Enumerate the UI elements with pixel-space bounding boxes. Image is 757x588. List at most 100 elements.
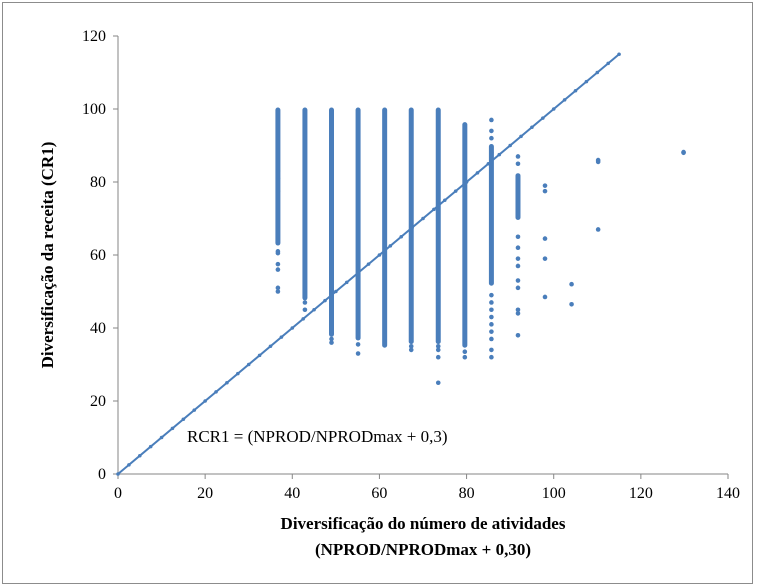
data-point	[275, 285, 281, 291]
line-point	[595, 70, 600, 75]
data-point	[408, 343, 414, 349]
data-point	[275, 188, 281, 194]
data-point	[515, 311, 521, 316]
data-point	[515, 154, 521, 159]
data-point	[542, 256, 548, 261]
data-point	[489, 314, 494, 320]
dense-point-column	[408, 107, 414, 345]
data-point	[329, 336, 334, 342]
line-point	[290, 326, 295, 330]
y-tick-label: 100	[82, 101, 106, 118]
data-point	[435, 347, 441, 353]
line-point	[388, 244, 393, 248]
x-tick-label: 140	[716, 485, 740, 502]
data-point	[435, 354, 441, 360]
line-point	[432, 207, 436, 212]
line-point	[344, 280, 349, 285]
labels: RCR1 = (NPROD/NPRODmax + 0,3) Diversific…	[38, 142, 566, 559]
data-point	[489, 322, 494, 327]
line-point	[312, 307, 316, 312]
line-point	[442, 198, 447, 203]
y-tick-label: 20	[90, 393, 106, 410]
x-tick-label: 60	[371, 485, 387, 502]
data-point	[489, 354, 494, 360]
data-point	[515, 263, 521, 269]
line-point	[137, 453, 142, 458]
line-point	[116, 472, 120, 476]
y-tick-label: 80	[90, 174, 106, 191]
x-tick-label: 100	[542, 485, 566, 502]
dense-point-column	[382, 107, 388, 348]
dense-point-column	[329, 107, 334, 337]
line-point	[203, 399, 207, 403]
dense-point-column	[462, 122, 468, 348]
data-point	[489, 117, 494, 123]
x-axis-title-line2: (NPROD/NPRODmax + 0,30)	[315, 540, 531, 559]
line-point	[551, 107, 556, 111]
data-point	[435, 343, 441, 349]
data-point	[489, 347, 494, 353]
line-point	[127, 463, 131, 467]
data-point	[489, 307, 494, 313]
axes: 0 20 40 60 80 100 120 0 20 40 60 80 100 120 140	[82, 28, 740, 502]
y-axis-title: Diversificação da receita (CR1)	[38, 142, 57, 369]
data-point	[462, 354, 468, 360]
x-tick-label: 80	[459, 485, 475, 502]
dense-point-column	[302, 107, 308, 301]
line-point	[562, 98, 567, 102]
line-point	[301, 317, 305, 321]
y-tick-label: 120	[82, 28, 106, 45]
data-point	[595, 159, 601, 165]
data-point	[489, 150, 494, 156]
data-point	[489, 292, 494, 298]
line-point	[159, 435, 164, 440]
data-point	[302, 307, 308, 313]
line-point	[530, 125, 534, 130]
data-point	[542, 188, 548, 194]
line-point	[366, 262, 371, 266]
dense-point-column	[515, 173, 521, 220]
data-point	[515, 278, 521, 283]
data-point	[542, 183, 548, 188]
line-point	[573, 88, 578, 93]
data-point	[489, 336, 494, 342]
data-point	[275, 261, 281, 267]
line-point	[225, 380, 229, 385]
data-point	[542, 236, 548, 241]
line-point	[497, 152, 502, 157]
dense-point-column	[355, 107, 361, 341]
data-point	[275, 289, 281, 294]
line-point	[192, 408, 197, 412]
line-point	[257, 353, 262, 358]
line-point	[279, 335, 284, 339]
x-tick-label: 0	[114, 485, 122, 502]
data-point	[329, 329, 334, 334]
data-point	[275, 249, 281, 254]
data-point	[275, 267, 281, 272]
data-point	[569, 301, 574, 307]
line-point	[519, 134, 523, 139]
data-point	[355, 351, 361, 356]
line-point	[170, 426, 175, 431]
line-point	[236, 371, 240, 376]
data-point	[275, 168, 281, 174]
dense-point-column	[488, 144, 494, 286]
data-point	[515, 256, 521, 261]
x-axis-title-line1: Diversificação do número de atividades	[281, 514, 566, 533]
data-point	[515, 333, 521, 338]
line-point	[606, 61, 610, 66]
plot-area	[116, 52, 686, 476]
line-point	[181, 417, 186, 422]
data-point	[489, 300, 494, 305]
line-point	[214, 390, 218, 394]
data-point	[435, 380, 441, 386]
line-point	[377, 253, 382, 257]
data-point	[489, 329, 494, 334]
data-point	[329, 340, 334, 345]
y-tick-label: 40	[90, 320, 106, 337]
data-point	[302, 300, 308, 305]
data-point	[515, 285, 521, 291]
line-point	[541, 116, 545, 120]
y-tick-label: 0	[98, 466, 106, 483]
